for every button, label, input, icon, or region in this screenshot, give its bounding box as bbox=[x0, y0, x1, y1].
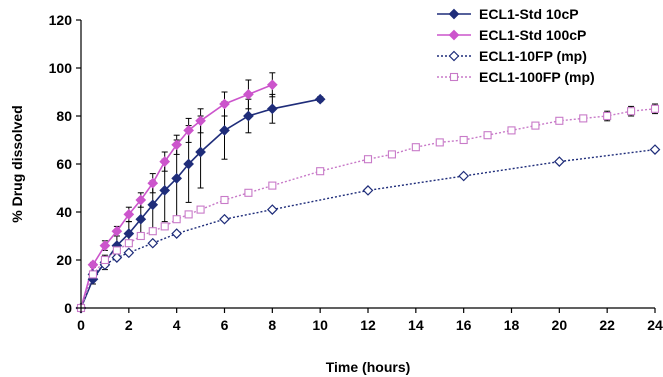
series-2-point bbox=[99, 240, 111, 251]
series-2-legend-label: ECL1-Std 100cP bbox=[479, 27, 586, 43]
series-4-point bbox=[124, 239, 133, 248]
y-ticks: 0 20 40 60 80 100 120 bbox=[49, 12, 81, 316]
series-3-point bbox=[553, 156, 565, 167]
series-4-point bbox=[627, 107, 636, 116]
series-2-point bbox=[111, 225, 123, 237]
x-ticks: 0 2 4 6 8 10 12 14 16 18 20 22 24 bbox=[77, 308, 663, 333]
series-3-point bbox=[171, 228, 183, 239]
series-markers bbox=[75, 79, 661, 314]
series-1-point bbox=[243, 110, 254, 122]
y-axis-title: % Drug dissolved bbox=[9, 105, 25, 222]
series-3-point bbox=[219, 213, 230, 225]
series-3-point bbox=[362, 185, 374, 196]
series-1-legend-marker bbox=[448, 8, 460, 20]
series-1-point bbox=[171, 173, 183, 184]
series-3-point bbox=[123, 247, 135, 259]
series-4-point bbox=[603, 111, 612, 121]
x-tick-label: 24 bbox=[647, 317, 663, 333]
series-4-point bbox=[411, 143, 420, 152]
series-3-point bbox=[649, 144, 661, 155]
series-4-point bbox=[387, 150, 396, 159]
series-4-point bbox=[650, 104, 660, 113]
series-2-point bbox=[147, 177, 159, 189]
series-2-point bbox=[195, 115, 206, 127]
series-4-point bbox=[363, 155, 373, 164]
series-4-point bbox=[112, 246, 121, 255]
y-tick-label: 100 bbox=[49, 60, 73, 76]
series-1-legend-label: ECL1-Std 10cP bbox=[479, 6, 579, 22]
series-3-point bbox=[458, 170, 470, 182]
x-tick-label: 10 bbox=[312, 317, 328, 333]
y-tick-label: 40 bbox=[56, 204, 72, 220]
x-tick-label: 22 bbox=[599, 317, 615, 333]
series-1-point bbox=[123, 228, 135, 239]
series-3-legend-label: ECL1-10FP (mp) bbox=[479, 48, 587, 64]
series-1-point bbox=[195, 146, 206, 158]
legend: ECL1-Std 10cP ECL1-Std 100cP ECL1-10FP (mp… bbox=[437, 6, 595, 85]
series-2-point bbox=[159, 156, 171, 167]
series-1-point bbox=[135, 213, 147, 225]
series-1-point bbox=[147, 199, 159, 211]
series-4-legend-label: ECL1-100FP (mp) bbox=[479, 69, 595, 85]
y-tick-label: 20 bbox=[56, 252, 72, 268]
series-4-point bbox=[172, 215, 181, 224]
x-tick-label: 6 bbox=[221, 317, 229, 333]
series-1-point bbox=[159, 185, 171, 196]
series-2-point bbox=[123, 209, 135, 220]
series-3-point bbox=[266, 204, 278, 215]
x-tick-label: 2 bbox=[125, 317, 133, 333]
series-lines bbox=[80, 84, 656, 309]
x-tick-label: 18 bbox=[504, 317, 520, 333]
x-tick-label: 14 bbox=[408, 317, 424, 333]
series-4-point bbox=[244, 188, 253, 197]
series-2-point bbox=[219, 98, 230, 110]
series-4-point bbox=[184, 210, 193, 219]
series-3-legend-marker bbox=[448, 50, 460, 62]
series-2-legend-marker bbox=[448, 29, 460, 41]
series-3-point bbox=[111, 252, 123, 263]
series-1-point bbox=[219, 125, 230, 136]
x-tick-label: 20 bbox=[552, 317, 568, 333]
y-tick-label: 0 bbox=[64, 300, 72, 316]
series-3-point bbox=[147, 237, 159, 249]
series-4-point bbox=[148, 227, 157, 236]
series-2-point bbox=[171, 139, 183, 151]
series-4-point bbox=[579, 114, 588, 123]
series-2-point bbox=[87, 259, 99, 271]
series-1-point bbox=[266, 103, 278, 115]
series-4-point bbox=[555, 116, 564, 125]
series-4-point bbox=[196, 205, 205, 214]
series-4-point bbox=[136, 231, 145, 241]
series-4-point bbox=[100, 255, 109, 265]
series-1-point bbox=[314, 93, 326, 105]
series-4-point bbox=[483, 131, 492, 140]
series-4-point bbox=[268, 181, 277, 190]
series-4-point bbox=[160, 222, 169, 231]
series-4-point bbox=[459, 135, 468, 145]
x-tick-label: 12 bbox=[360, 317, 376, 333]
x-tick-label: 0 bbox=[77, 317, 85, 333]
x-tick-label: 8 bbox=[268, 317, 276, 333]
series-4-point bbox=[316, 167, 325, 176]
x-tick-label: 4 bbox=[173, 317, 181, 333]
series-4-legend-marker bbox=[449, 72, 459, 82]
series-2-point bbox=[135, 194, 147, 206]
x-tick-label: 16 bbox=[456, 317, 472, 333]
series-2-point bbox=[266, 79, 278, 91]
x-axis-title: Time (hours) bbox=[326, 359, 411, 375]
series-2-point bbox=[243, 89, 254, 100]
series-1-point bbox=[183, 158, 194, 170]
y-tick-label: 80 bbox=[56, 108, 72, 124]
series-4-line bbox=[80, 108, 656, 309]
series-4-point bbox=[88, 270, 98, 279]
y-tick-label: 120 bbox=[49, 12, 73, 28]
series-4-point bbox=[220, 195, 229, 205]
series-4-point bbox=[507, 126, 516, 135]
series-2-point bbox=[183, 125, 194, 136]
series-4-point bbox=[531, 121, 540, 130]
y-tick-label: 60 bbox=[56, 156, 72, 172]
series-4-point bbox=[435, 138, 444, 147]
